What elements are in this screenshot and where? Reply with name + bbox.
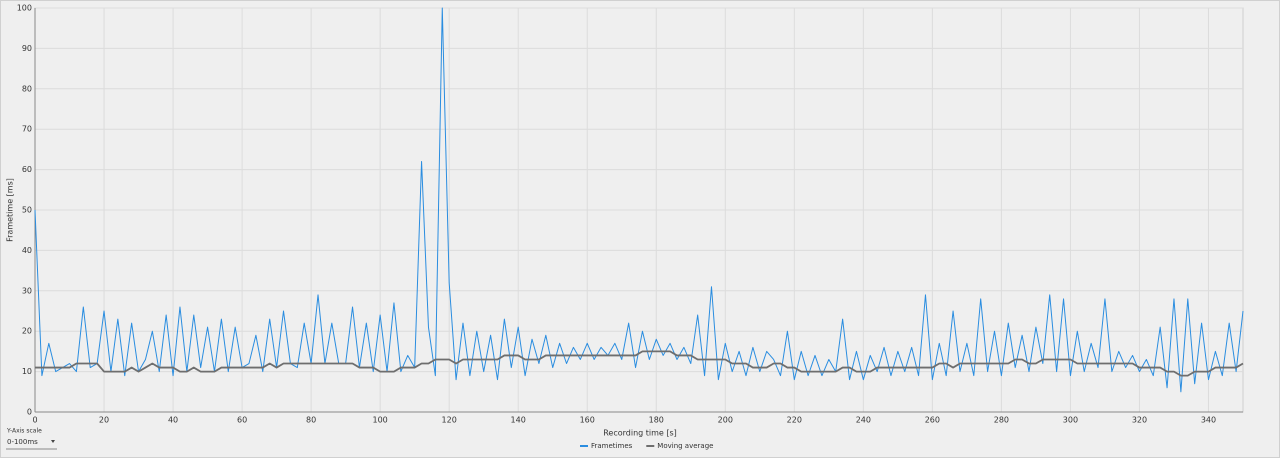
x-tick-label: 80 xyxy=(306,416,316,425)
y-tick-label: 20 xyxy=(22,327,32,336)
y-tick-label: 80 xyxy=(22,84,32,93)
x-tick-label: 160 xyxy=(580,416,595,425)
y-tick-label: 100 xyxy=(17,4,32,13)
y-tick-label: 50 xyxy=(22,206,32,215)
y-tick-label: 30 xyxy=(22,286,32,295)
series-line xyxy=(35,350,1244,377)
x-tick-label: 280 xyxy=(994,416,1009,425)
x-tick-label: 120 xyxy=(442,416,457,425)
x-tick-label: 300 xyxy=(1063,416,1078,425)
dropdown-arrow[interactable] xyxy=(51,440,55,443)
dropdown-value[interactable]: 0-100ms xyxy=(7,438,38,446)
x-tick-label: 340 xyxy=(1201,416,1216,425)
y-tick-label: 10 xyxy=(22,367,32,376)
scale-label: Y-Axis scale xyxy=(6,428,42,435)
x-tick-label: 40 xyxy=(168,416,178,425)
legend-label: Moving average xyxy=(657,442,713,450)
series-line xyxy=(34,7,1244,393)
y-tick-label: 90 xyxy=(22,44,32,53)
y-tick-label: 40 xyxy=(22,246,32,255)
x-axis-label: Recording time [s] xyxy=(603,429,677,438)
x-tick-label: 100 xyxy=(373,416,388,425)
x-tick-label: 20 xyxy=(99,416,109,425)
y-axis-label: Frametime [ms] xyxy=(6,178,15,242)
x-tick-label: 180 xyxy=(649,416,664,425)
y-tick-label: 60 xyxy=(22,165,32,174)
x-tick-label: 140 xyxy=(511,416,526,425)
x-tick-label: 320 xyxy=(1132,416,1147,425)
x-tick-label: 220 xyxy=(787,416,802,425)
legend-label: Frametimes xyxy=(591,442,633,450)
x-tick-label: 60 xyxy=(237,416,247,425)
x-tick-label: 200 xyxy=(718,416,733,425)
x-tick-label: 240 xyxy=(856,416,871,425)
y-tick-label: 70 xyxy=(22,125,32,134)
x-tick-label: 0 xyxy=(32,416,37,425)
scale-dropdown[interactable]: 0-100ms xyxy=(6,438,57,450)
y-tick-label: 0 xyxy=(27,408,32,417)
x-tick-label: 260 xyxy=(925,416,940,425)
